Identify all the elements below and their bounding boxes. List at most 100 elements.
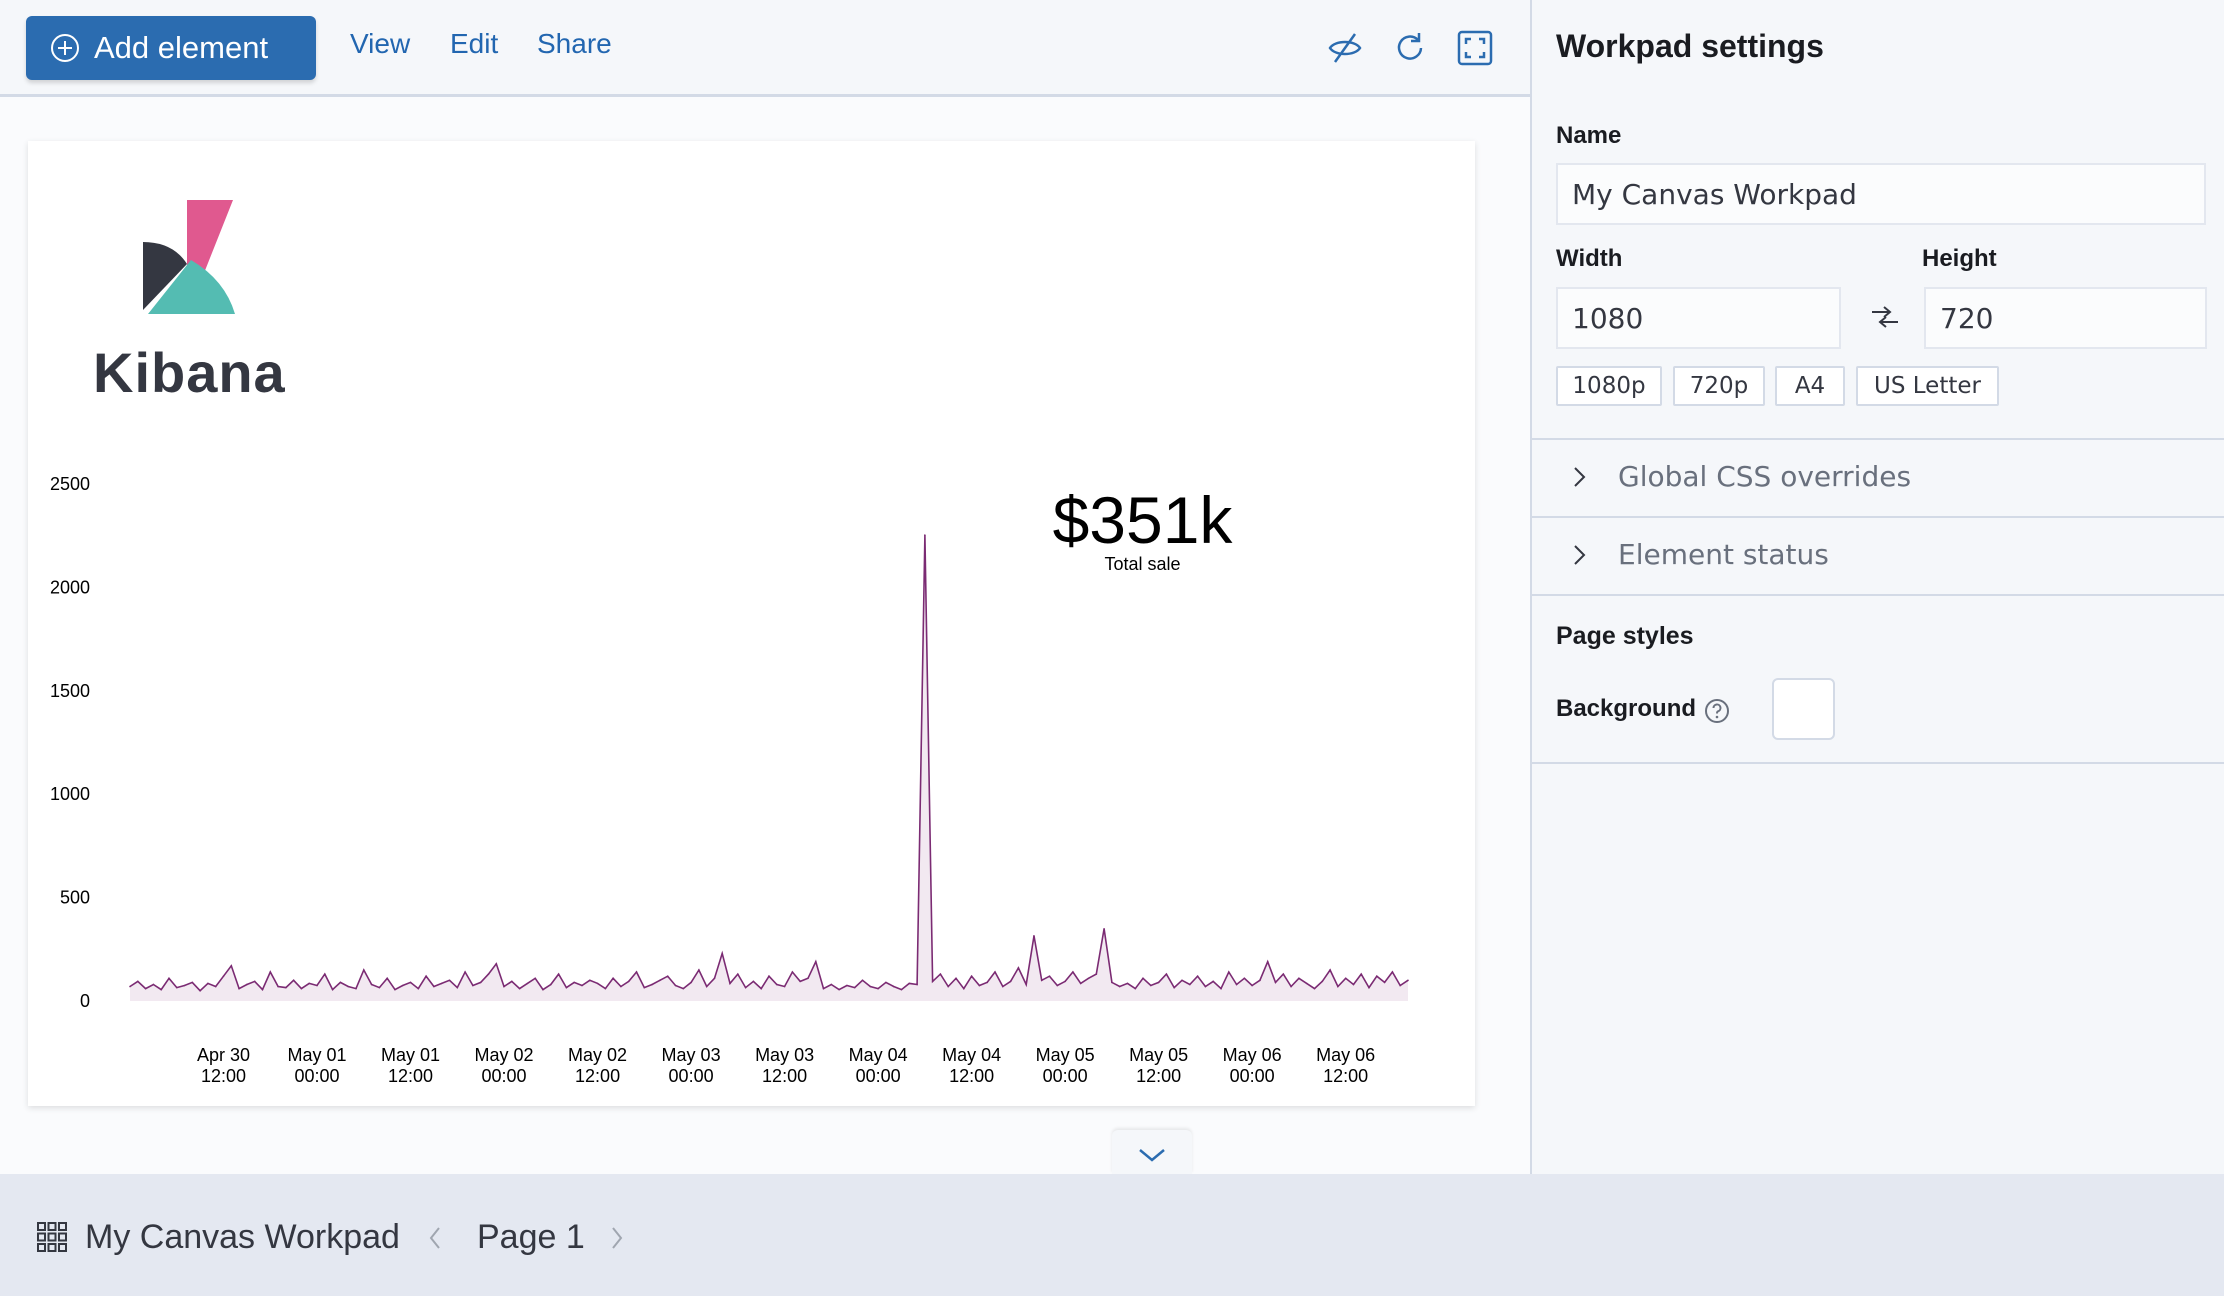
data-point bbox=[721, 952, 724, 955]
preset-us-letter[interactable]: US Letter bbox=[1856, 366, 1999, 406]
data-point bbox=[674, 984, 677, 987]
page-styles-heading: Page styles bbox=[1556, 622, 1694, 650]
data-point bbox=[1376, 975, 1378, 977]
data-point bbox=[557, 973, 560, 975]
kibana-logo-icon bbox=[143, 200, 235, 314]
data-point bbox=[1072, 971, 1074, 973]
data-point bbox=[347, 985, 349, 988]
data-point bbox=[604, 987, 607, 990]
view-menu[interactable]: View bbox=[350, 28, 411, 59]
data-point bbox=[1407, 979, 1409, 982]
data-point bbox=[924, 534, 926, 536]
data-point bbox=[1064, 980, 1066, 983]
data-point bbox=[1165, 973, 1168, 975]
name-input[interactable]: My Canvas Workpad bbox=[1556, 163, 2206, 225]
data-point bbox=[783, 985, 786, 988]
y-tick-label: 1000 bbox=[50, 784, 90, 804]
divider bbox=[1532, 438, 2224, 440]
data-point bbox=[168, 977, 170, 980]
data-point bbox=[409, 981, 412, 984]
data-point bbox=[1227, 971, 1230, 973]
data-point bbox=[752, 980, 755, 983]
x-tick-label: 12:00 bbox=[388, 1066, 433, 1086]
background-color-picker[interactable] bbox=[1772, 678, 1835, 740]
data-point bbox=[433, 985, 435, 988]
x-tick-label: 12:00 bbox=[201, 1066, 246, 1086]
data-point bbox=[1181, 979, 1183, 982]
data-point bbox=[1360, 973, 1363, 975]
data-point bbox=[1009, 980, 1012, 983]
width-input[interactable]: 1080 bbox=[1556, 287, 1841, 349]
workpad-name[interactable]: My Canvas Workpad bbox=[85, 1218, 400, 1256]
accordion-element-status[interactable]: Element status bbox=[1572, 538, 1829, 571]
data-point bbox=[1111, 981, 1113, 984]
data-point bbox=[900, 988, 903, 991]
data-point bbox=[1220, 987, 1222, 990]
swap-dimensions-icon[interactable] bbox=[1870, 304, 1900, 332]
data-point bbox=[768, 975, 770, 977]
add-element-button[interactable]: Add element bbox=[26, 16, 316, 80]
x-tick-label: May 01 bbox=[288, 1045, 347, 1065]
data-point bbox=[394, 988, 396, 991]
data-point bbox=[378, 986, 381, 989]
height-input[interactable]: 720 bbox=[1924, 287, 2207, 349]
data-point bbox=[853, 986, 856, 989]
data-point bbox=[261, 988, 264, 991]
x-tick-label: Apr 30 bbox=[197, 1045, 250, 1065]
data-point bbox=[1040, 979, 1043, 982]
data-point bbox=[573, 981, 575, 984]
expand-tray-button[interactable] bbox=[1112, 1130, 1192, 1174]
data-point bbox=[612, 977, 614, 980]
data-point bbox=[316, 984, 318, 987]
data-point bbox=[1142, 977, 1144, 980]
accordion-label: Element status bbox=[1618, 538, 1829, 571]
data-point bbox=[705, 985, 708, 988]
y-tick-label: 0 bbox=[80, 991, 90, 1011]
data-point bbox=[324, 973, 326, 975]
data-point bbox=[1391, 971, 1394, 973]
accordion-global-css[interactable]: Global CSS overrides bbox=[1572, 460, 1911, 493]
eye-closed-icon[interactable] bbox=[1327, 30, 1363, 66]
data-point bbox=[222, 975, 225, 977]
background-label: Background bbox=[1556, 695, 1697, 722]
data-point bbox=[908, 982, 911, 985]
help-icon[interactable] bbox=[1704, 698, 1730, 724]
series-line bbox=[129, 535, 1409, 992]
data-point bbox=[362, 969, 365, 971]
app-grid-icon[interactable] bbox=[37, 1222, 67, 1252]
plus-circle-icon bbox=[51, 34, 79, 62]
data-point bbox=[1025, 983, 1027, 986]
refresh-icon[interactable] bbox=[1392, 30, 1428, 66]
data-point bbox=[931, 980, 934, 983]
preset-1080p[interactable]: 1080p bbox=[1556, 366, 1662, 406]
fullscreen-icon[interactable] bbox=[1457, 30, 1493, 66]
data-point bbox=[838, 988, 840, 991]
workpad-page: Kibana $351k Total sale 0 500 1000 1500 2000… bbox=[28, 141, 1475, 1106]
data-point bbox=[292, 979, 295, 982]
x-tick-label: 00:00 bbox=[295, 1066, 340, 1086]
chevron-right-icon bbox=[1574, 466, 1586, 487]
data-point bbox=[401, 984, 404, 987]
data-point bbox=[760, 987, 763, 990]
share-menu[interactable]: Share bbox=[537, 28, 612, 59]
data-point bbox=[1274, 981, 1277, 984]
data-point bbox=[129, 985, 131, 988]
chevron-right-icon[interactable] bbox=[607, 1224, 627, 1252]
data-point bbox=[1126, 982, 1129, 985]
chevron-left-icon[interactable] bbox=[425, 1224, 445, 1252]
preset-720p[interactable]: 720p bbox=[1673, 366, 1765, 406]
width-label: Width bbox=[1556, 245, 1623, 272]
x-tick-label: May 04 bbox=[849, 1045, 908, 1065]
preset-a4[interactable]: A4 bbox=[1775, 366, 1845, 406]
x-tick-label: May 02 bbox=[568, 1045, 627, 1065]
accordion-label: Global CSS overrides bbox=[1618, 460, 1912, 493]
data-point bbox=[588, 979, 591, 982]
data-point bbox=[1251, 984, 1253, 987]
data-point bbox=[440, 982, 443, 985]
data-point bbox=[175, 986, 178, 989]
data-point bbox=[253, 980, 256, 983]
data-point bbox=[370, 983, 373, 986]
page-label[interactable]: Page 1 bbox=[477, 1218, 585, 1256]
edit-menu[interactable]: Edit bbox=[450, 28, 499, 59]
data-point bbox=[1033, 935, 1035, 937]
